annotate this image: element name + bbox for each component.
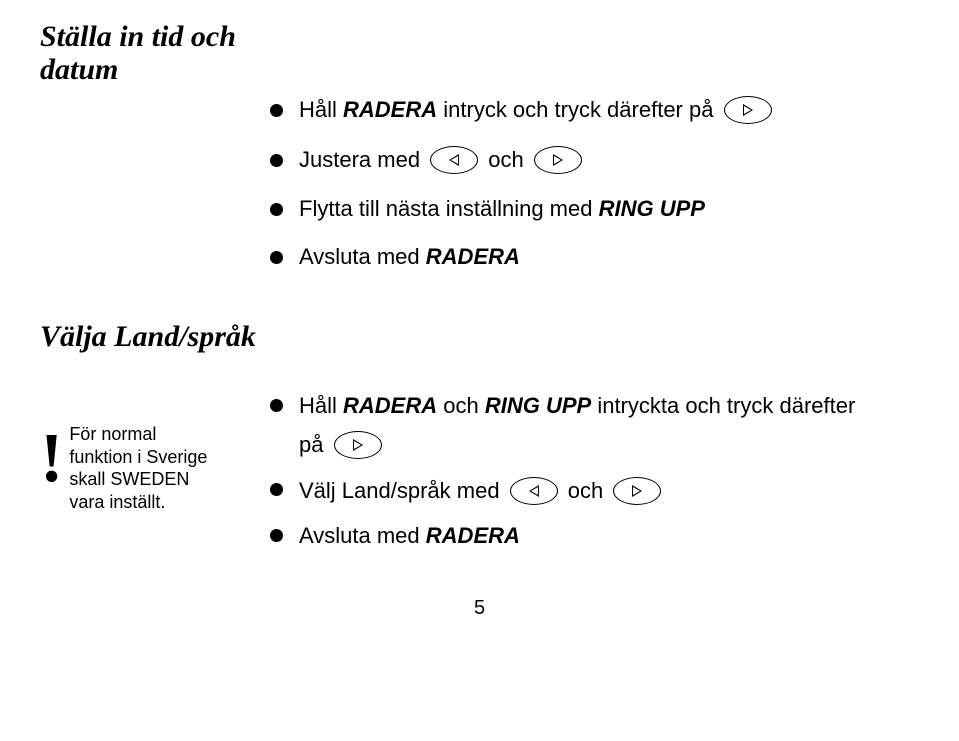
text: intryckta och tryck därefter <box>591 393 855 419</box>
text: Justera med <box>299 147 426 173</box>
text-bold: RADERA <box>426 523 520 549</box>
list-1-item-2: Justera med och <box>270 146 919 174</box>
text: och <box>562 478 610 504</box>
triangle-right-icon <box>632 485 642 497</box>
text: Håll <box>299 97 343 123</box>
bullet-icon <box>270 529 283 542</box>
right-arrow-button <box>724 96 772 124</box>
section-2: ! För normal funktion i Sverige skall SW… <box>40 393 919 567</box>
heading-2-text: Välja Land/språk <box>40 320 256 353</box>
row-content: Håll RADERA och RING UPP intryckta och t… <box>299 393 919 459</box>
text-bold: RADERA <box>343 97 437 123</box>
bullet-icon <box>270 483 283 496</box>
text: på <box>299 432 330 458</box>
list-2: Håll RADERA och RING UPP intryckta och t… <box>270 393 919 567</box>
list-1-item-1: Håll RADERA intryck och tryck därefter p… <box>270 96 919 124</box>
text: Välj Land/språk med <box>299 478 506 504</box>
text: Flytta till nästa inställning med <box>299 196 599 222</box>
text: Håll <box>299 393 343 419</box>
triangle-right-icon <box>553 154 563 166</box>
heading-1-line-2: datum <box>40 53 118 86</box>
document-page: Ställa in tid och datum Håll RADERA intr… <box>0 0 959 640</box>
triangle-left-icon <box>529 485 539 497</box>
row-content: Avsluta med RADERA <box>299 523 520 549</box>
note-line-1: För normal <box>69 424 156 444</box>
text: Avsluta med <box>299 244 426 270</box>
right-arrow-button <box>334 431 382 459</box>
text: och <box>437 393 485 419</box>
text-bold: RING UPP <box>485 393 591 419</box>
triangle-left-icon <box>449 154 459 166</box>
bullet-icon <box>270 251 283 264</box>
bullet-icon <box>270 399 283 412</box>
text-bold: RING UPP <box>599 196 705 222</box>
left-arrow-button <box>430 146 478 174</box>
text-bold: RADERA <box>426 244 520 270</box>
list-2-item-1: Håll RADERA och RING UPP intryckta och t… <box>270 393 919 459</box>
bullet-icon <box>270 104 283 117</box>
note-line-2: funktion i Sverige <box>69 447 207 467</box>
bullet-icon <box>270 203 283 216</box>
bullet-icon <box>270 154 283 167</box>
list-1-item-4: Avsluta med RADERA <box>270 244 919 270</box>
right-arrow-button <box>534 146 582 174</box>
exclamation-icon: ! <box>40 429 63 489</box>
text: intryck och tryck därefter på <box>437 97 719 123</box>
note-line-3: skall SWEDEN <box>69 469 189 489</box>
row-content: Välj Land/språk med och <box>299 477 665 505</box>
heading-1: Ställa in tid och datum <box>40 20 919 86</box>
list-1: Håll RADERA intryck och tryck därefter p… <box>270 96 919 270</box>
triangle-right-icon <box>743 104 753 116</box>
list-2-item-2: Välj Land/språk med och <box>270 477 919 505</box>
page-number: 5 <box>40 597 919 620</box>
right-arrow-button <box>613 477 661 505</box>
list-1-item-3: Flytta till nästa inställning med RING U… <box>270 196 919 222</box>
left-arrow-button <box>510 477 558 505</box>
note-block: ! För normal funktion i Sverige skall SW… <box>40 423 270 567</box>
heading-1-line-1: Ställa in tid och <box>40 20 236 53</box>
triangle-right-icon <box>353 439 363 451</box>
text-bold: RADERA <box>343 393 437 419</box>
text: Avsluta med <box>299 523 426 549</box>
heading-2: Välja Land/språk <box>40 320 919 353</box>
list-2-item-3: Avsluta med RADERA <box>270 523 919 549</box>
note-line-4: vara inställt. <box>69 492 165 512</box>
note-text: För normal funktion i Sverige skall SWED… <box>69 423 207 513</box>
text: och <box>482 147 530 173</box>
